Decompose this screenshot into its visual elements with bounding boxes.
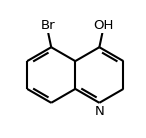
Text: N: N [94,105,104,118]
Text: Br: Br [41,19,55,32]
Text: OH: OH [93,19,113,32]
